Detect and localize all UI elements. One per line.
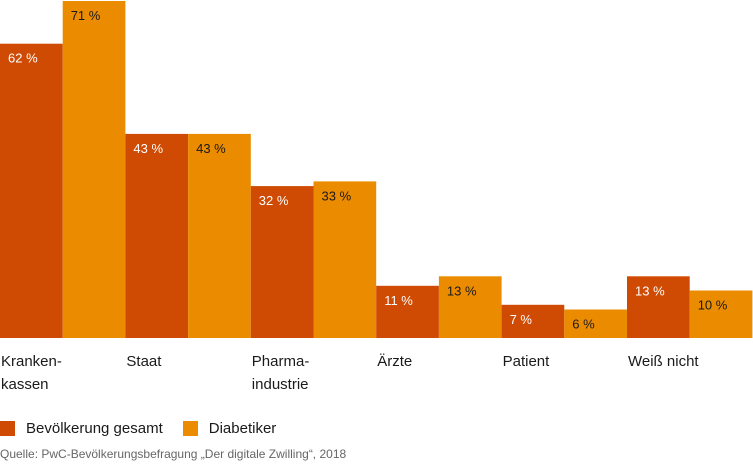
data-label-1-1: 43 %: [196, 141, 226, 156]
category-label-5: Weiß nicht: [628, 353, 699, 370]
legend-label-diabetiker: Diabetiker: [208, 420, 277, 437]
bar-1-0: [62, 1, 126, 338]
bar-0-5: [627, 276, 690, 338]
data-label-0-4: 7 %: [510, 312, 533, 327]
bar-0-0: [0, 43, 63, 338]
legend-item-diabetiker: Diabetiker: [182, 420, 277, 437]
data-label-1-3: 13 %: [447, 283, 477, 298]
category-label-0: Kranken- kassen: [1, 353, 62, 393]
bar-chart: 62 % 71 % 43 % 43 % 32 % 33 % 11 % 13 % 7 % 6 % 13…: [0, 1, 753, 338]
category-label-4: Patient: [502, 353, 550, 370]
category-label-1: Staat: [126, 353, 162, 370]
data-label-0-0: 62 %: [8, 51, 38, 66]
bar-1-4: [564, 309, 627, 338]
bar-1-5: [689, 290, 753, 338]
data-label-0-5: 13 %: [635, 283, 665, 298]
bar-0-1: [125, 133, 189, 338]
legend: Bevölkerung gesamt Diabetiker: [0, 420, 296, 437]
data-label-0-1: 43 %: [133, 141, 163, 156]
category-label-2: Pharma- industrie: [251, 353, 310, 393]
legend-swatch-diabetiker: [182, 421, 198, 436]
legend-label-bevoelkerung: Bevölkerung gesamt: [26, 420, 163, 437]
legend-swatch-bevoelkerung: [0, 421, 15, 436]
bar-0-4: [501, 304, 565, 338]
bar-1-3: [438, 276, 502, 338]
bar-1-1: [188, 133, 251, 338]
data-label-1-4: 6 %: [572, 317, 595, 332]
data-label-1-5: 10 %: [698, 298, 728, 313]
bar-0-2: [250, 186, 314, 338]
data-label-1-0: 71 %: [71, 8, 101, 23]
bar-0-3: [376, 285, 439, 338]
bar-1-2: [313, 181, 377, 338]
data-label-0-3: 11 %: [384, 293, 413, 308]
data-label-1-2: 33 %: [322, 188, 352, 203]
legend-item-bevoelkerung: Bevölkerung gesamt: [0, 420, 163, 437]
category-label-3: Ärzte: [377, 353, 413, 370]
source-note: Quelle: PwC-Bevölkerungsbefragung „Der d…: [0, 447, 347, 461]
data-label-0-2: 32 %: [259, 193, 289, 208]
